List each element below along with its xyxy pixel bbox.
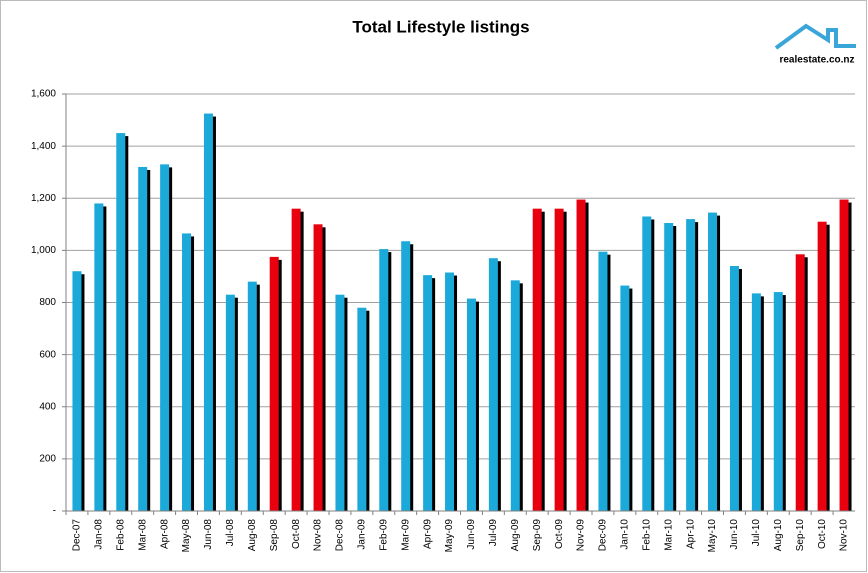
logo-text: realestate.co.nz <box>779 55 854 66</box>
bar <box>795 254 805 512</box>
x-tick-label: Nov-09 <box>576 519 587 552</box>
x-tick-label: Jan-10 <box>620 519 631 550</box>
bar <box>445 272 455 511</box>
logo-icon <box>774 23 856 50</box>
chart-title: Total Lifestyle listings <box>352 17 529 36</box>
x-tick-label: Jun-10 <box>729 519 740 550</box>
bar <box>379 249 389 511</box>
x-tick-label: Jun-09 <box>466 519 477 550</box>
x-tick-label: Feb-09 <box>378 519 389 551</box>
bar <box>357 307 367 511</box>
bar <box>160 164 170 511</box>
x-tick-label: Dec-08 <box>335 519 346 552</box>
bar <box>203 113 213 511</box>
x-tick-label: Oct-10 <box>817 519 828 549</box>
y-tick-label: 600 <box>39 349 56 360</box>
bar <box>423 275 433 511</box>
bar <box>269 256 279 511</box>
x-tick-label: May-10 <box>707 519 718 553</box>
bar <box>291 208 301 512</box>
bar <box>182 233 192 511</box>
x-tick-label: Sep-08 <box>269 519 280 552</box>
bar <box>72 271 82 511</box>
x-tick-label: Sep-09 <box>532 519 543 552</box>
x-tick-label: Dec-09 <box>598 519 609 552</box>
x-tick-label: Apr-09 <box>422 519 433 549</box>
x-tick-label: Jul-08 <box>225 519 236 547</box>
bar <box>401 241 411 512</box>
bar <box>554 208 564 512</box>
bar <box>686 219 696 511</box>
y-tick-label: 400 <box>39 401 56 412</box>
bar <box>576 199 586 511</box>
bar <box>708 212 718 511</box>
bar <box>138 166 148 511</box>
x-tick-label: Aug-08 <box>247 519 258 552</box>
y-tick-label: 1,200 <box>31 193 56 204</box>
bar <box>642 216 652 511</box>
y-tick-label: 800 <box>39 297 56 308</box>
x-tick-label: Mar-08 <box>137 519 148 551</box>
bar <box>335 294 345 511</box>
x-tick-label: Sep-10 <box>795 519 806 552</box>
x-tick-label: Aug-10 <box>773 519 784 552</box>
bar <box>773 292 783 511</box>
y-tick-label: - <box>53 506 56 517</box>
x-tick-label: Mar-09 <box>400 519 411 551</box>
x-tick-label: Jul-09 <box>488 519 499 547</box>
bar <box>488 258 498 511</box>
x-tick-label: Jun-08 <box>203 519 214 550</box>
y-tick-label: 1,000 <box>31 245 56 256</box>
x-tick-label: Oct-09 <box>554 519 565 549</box>
y-tick-label: 200 <box>39 454 56 465</box>
bar <box>510 280 520 511</box>
bar <box>598 251 608 511</box>
x-tick-label: Jan-08 <box>94 519 105 550</box>
x-tick-label: Dec-07 <box>72 519 83 552</box>
x-tick-label: Nov-08 <box>313 519 324 552</box>
bar <box>466 298 476 511</box>
x-tick-label: Mar-10 <box>663 519 674 551</box>
bar <box>839 199 849 511</box>
x-tick-label: Jan-09 <box>357 519 368 550</box>
bar <box>751 293 761 511</box>
bar <box>532 208 542 512</box>
bar <box>313 224 323 511</box>
bar <box>729 266 739 511</box>
bar <box>225 294 235 511</box>
x-tick-label: Feb-10 <box>641 519 652 551</box>
bar <box>94 203 104 511</box>
x-tick-label: Oct-08 <box>291 519 302 549</box>
x-tick-label: Nov-10 <box>839 519 850 552</box>
x-tick-label: May-08 <box>181 519 192 553</box>
x-tick-label: May-09 <box>444 519 455 553</box>
x-tick-label: Jul-10 <box>751 519 762 547</box>
x-tick-label: Aug-09 <box>510 519 521 552</box>
bar <box>664 223 674 511</box>
y-tick-label: 1,600 <box>31 89 56 100</box>
x-tick-label: Feb-08 <box>115 519 126 551</box>
bar <box>620 285 630 511</box>
x-tick-label: Apr-10 <box>685 519 696 549</box>
logo: realestate.co.nz <box>774 23 856 66</box>
y-tick-label: 1,400 <box>31 141 56 152</box>
bar <box>116 133 126 511</box>
x-tick-label: Apr-08 <box>159 519 170 549</box>
bar <box>817 221 827 512</box>
bar <box>247 281 257 511</box>
